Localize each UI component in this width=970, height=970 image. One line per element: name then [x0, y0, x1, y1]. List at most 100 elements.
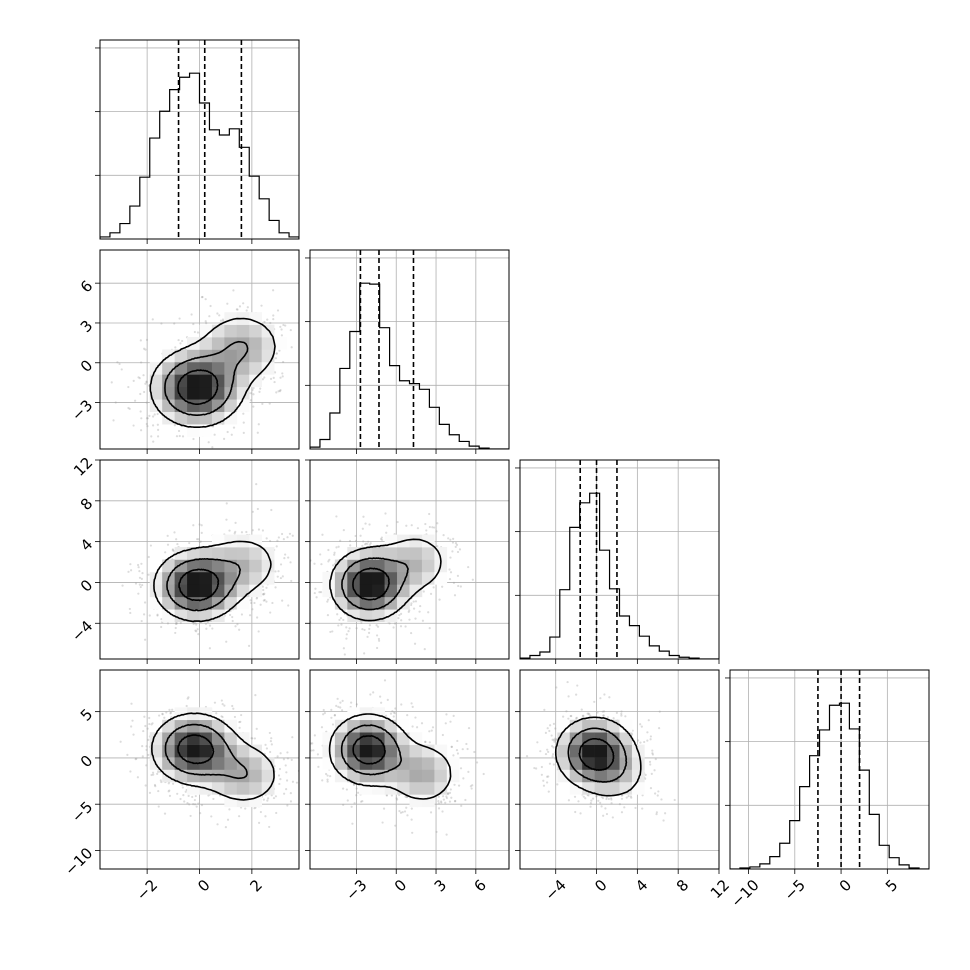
density-cell [372, 781, 385, 795]
scatter-point [369, 693, 372, 696]
scatter-point [144, 348, 147, 351]
scatter-point [173, 424, 176, 427]
scatter-point [154, 484, 156, 486]
scatter-point [326, 778, 329, 781]
scatter-point [172, 782, 175, 785]
scatter-point [331, 723, 335, 726]
scatter-point [275, 352, 278, 355]
density-cell [249, 769, 262, 783]
scatter-point [335, 515, 338, 518]
scatter-point [437, 807, 441, 810]
scatter-point [440, 801, 443, 804]
scatter-point [228, 529, 231, 532]
scatter-point [146, 425, 149, 428]
density-cell [409, 744, 423, 758]
scatter-point [257, 630, 260, 633]
scatter-point [212, 797, 215, 801]
density-cell [249, 374, 262, 388]
scatter-point [287, 556, 290, 559]
contour-2 [341, 557, 409, 611]
density-cell [162, 609, 175, 622]
scatter-point [455, 543, 459, 546]
y-tick-label: −5 [68, 798, 96, 826]
scatter-point [451, 550, 454, 553]
scatter-point [126, 753, 129, 756]
scatter-point [159, 779, 162, 782]
scatter-point [265, 537, 268, 540]
scatter-point [139, 392, 142, 396]
density-cell [249, 312, 262, 325]
scatter-point [457, 584, 460, 588]
scatter-point [176, 542, 179, 546]
density-cell [174, 399, 188, 412]
scatter-point [130, 702, 133, 705]
scatter-point [404, 795, 407, 798]
x-tick-label: −3 [342, 876, 370, 904]
scatter-point [232, 426, 236, 429]
density-cell [174, 707, 188, 721]
density-cell [187, 584, 200, 598]
scatter-point [471, 784, 474, 787]
scatter-point [326, 600, 329, 603]
density-cell [409, 769, 423, 783]
scatter-point [138, 576, 142, 579]
contours [150, 712, 275, 801]
scatter-point [139, 410, 142, 413]
scatter-point [362, 540, 365, 543]
density-cell [359, 584, 373, 598]
scatter-point [151, 771, 155, 774]
scatter-point [279, 325, 282, 328]
scatter-point [263, 376, 266, 379]
scatter-point [146, 727, 149, 730]
scatter-point [119, 740, 122, 743]
scatter-point [345, 788, 348, 791]
scatter-point [231, 615, 234, 619]
scatter-point [215, 712, 218, 715]
density-cell [384, 547, 398, 560]
scatter-point [148, 414, 151, 417]
scatter-point [372, 691, 375, 694]
scatter-point [414, 600, 418, 603]
scatter-point [341, 787, 345, 790]
y-tick-label: 6 [77, 277, 96, 296]
scatter-point [144, 382, 147, 385]
scatter-point [291, 534, 294, 537]
scatter-point [385, 794, 388, 797]
scatter-point [151, 424, 155, 427]
density-cell [187, 781, 200, 795]
density-cell [421, 781, 435, 795]
density-cell [162, 559, 175, 573]
scatter-point [421, 619, 425, 622]
scatter-point [160, 625, 163, 629]
scatter-point [163, 812, 167, 815]
density-cell [187, 411, 200, 425]
scatter-point [408, 618, 411, 621]
scatter-point [327, 598, 330, 601]
scatter-point [142, 729, 145, 733]
scatter-point [140, 361, 143, 364]
density-cell [211, 719, 225, 733]
density-cell [397, 732, 410, 745]
scatter-point [449, 788, 452, 791]
scatter-point [392, 711, 395, 714]
scatter-point [284, 553, 287, 556]
scatter-point [360, 800, 363, 803]
scatter-point [160, 780, 163, 784]
scatter-point [118, 362, 121, 366]
scatter-point [337, 624, 340, 627]
scatter-point [375, 646, 379, 650]
scatter-point [471, 578, 474, 581]
scatter-point [285, 771, 288, 774]
scatter-point [257, 423, 260, 426]
scatter-point [429, 811, 433, 814]
density-cell [187, 386, 200, 400]
scatter-point [204, 622, 208, 625]
scatter-point [166, 534, 169, 537]
scatter-point [274, 586, 277, 589]
scatter-point [142, 374, 145, 377]
contour-1 [149, 317, 276, 428]
scatter-point [384, 714, 388, 717]
scatter-point [389, 712, 393, 715]
scatter-point [362, 515, 365, 518]
scatter-point [240, 531, 244, 534]
